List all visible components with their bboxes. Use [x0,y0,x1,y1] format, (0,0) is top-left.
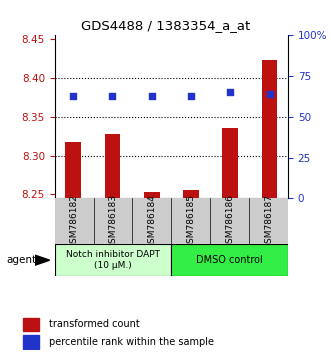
Bar [55,244,171,276]
Point [149,93,154,98]
Bar [105,134,120,198]
Bar [23,318,39,331]
Text: GSM786185: GSM786185 [186,194,195,249]
Text: GDS4488 / 1383354_a_at: GDS4488 / 1383354_a_at [81,19,250,33]
Point [188,93,194,98]
Text: GSM786187: GSM786187 [264,194,273,249]
Text: GSM786184: GSM786184 [147,194,156,249]
Bar [171,244,288,276]
Text: transformed count: transformed count [49,319,139,329]
Bar [261,60,277,198]
Bar [183,190,199,198]
Text: GSM786182: GSM786182 [70,194,78,249]
Text: percentile rank within the sample: percentile rank within the sample [49,337,213,347]
Point [228,90,233,95]
Point [110,93,115,98]
Point [71,93,76,98]
Point [267,91,272,97]
Text: GSM786183: GSM786183 [109,194,118,249]
Bar [23,335,39,349]
Text: DMSO control: DMSO control [196,255,263,265]
Bar [65,142,81,198]
Text: GSM786186: GSM786186 [225,194,234,249]
Bar [222,129,238,198]
Text: agent: agent [7,255,37,265]
Text: Notch inhibitor DAPT
(10 μM.): Notch inhibitor DAPT (10 μM.) [66,251,160,270]
Bar [144,192,160,198]
Polygon shape [35,255,50,265]
